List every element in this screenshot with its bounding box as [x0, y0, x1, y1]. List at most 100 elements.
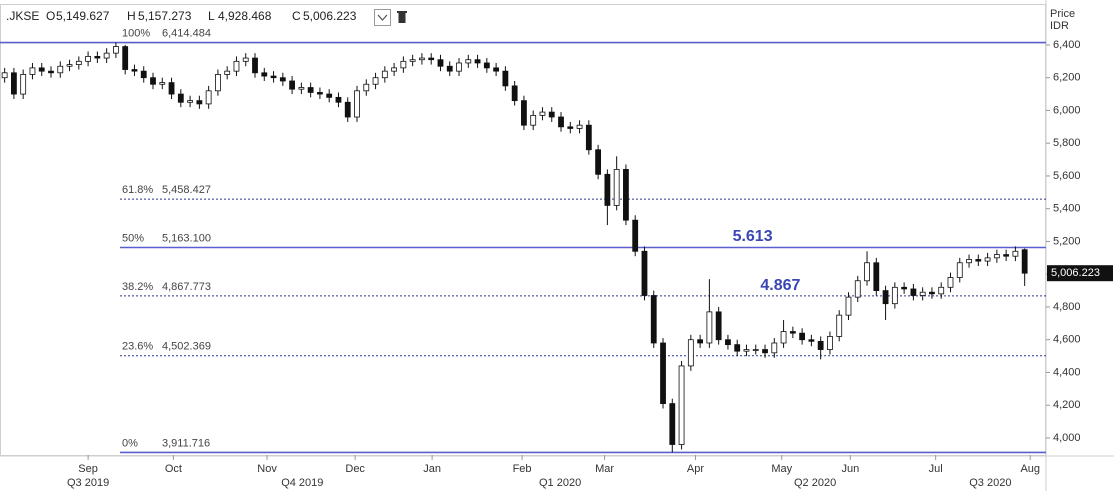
- candle-body: [103, 52, 110, 59]
- candle-body: [298, 87, 305, 90]
- candle-body: [57, 65, 64, 74]
- candle-body: [780, 331, 787, 344]
- candle-body: [317, 92, 323, 95]
- quarter-label: Q3 2020: [969, 477, 1011, 489]
- candle-body: [474, 59, 481, 64]
- candle-body: [187, 100, 193, 103]
- x-tick-label: Jan: [423, 463, 441, 475]
- candle-body: [344, 101, 351, 118]
- candle-body: [456, 62, 462, 72]
- delete-button[interactable]: [397, 11, 407, 23]
- candle-body: [196, 100, 203, 105]
- dropdown-box[interactable]: [374, 9, 391, 26]
- toolbar: .JKSE O 5,149.627 H 5,157.273 L 4,928.46…: [6, 9, 407, 26]
- candle-body: [521, 100, 527, 126]
- candle-body: [242, 57, 249, 62]
- candle-body: [641, 250, 648, 296]
- y-tick-label: 5,600: [1053, 170, 1081, 182]
- candle-body: [725, 339, 731, 346]
- fib-pct: 23.6%: [122, 341, 153, 353]
- x-tick-label: Apr: [687, 463, 704, 475]
- annotation: 4.867: [760, 277, 800, 294]
- candle-body: [261, 72, 268, 77]
- candle-body: [576, 124, 583, 129]
- candle-body: [483, 62, 490, 69]
- candle-body: [613, 169, 620, 206]
- candle-body: [1, 72, 8, 79]
- candle-body: [381, 70, 388, 79]
- candle-body: [354, 90, 360, 118]
- x-tick-label: Oct: [165, 463, 182, 475]
- ohlc-key: C: [292, 9, 301, 23]
- x-tick-label: May: [771, 463, 792, 475]
- ohlc-value: 5,006.223: [303, 9, 357, 23]
- candle-body: [215, 74, 221, 92]
- dropdown-button[interactable]: [374, 9, 391, 26]
- axis-title: Price: [1050, 8, 1075, 20]
- candle-body: [706, 311, 713, 344]
- candle-body: [224, 70, 231, 75]
- candle-body: [539, 111, 546, 116]
- candle-body: [131, 69, 138, 72]
- candle-body: [938, 286, 945, 295]
- y-tick-label: 5,200: [1053, 235, 1081, 247]
- candle-body: [901, 286, 908, 290]
- candle-body: [233, 60, 240, 72]
- candle-body: [595, 149, 602, 175]
- candle-body: [919, 291, 926, 296]
- candle-body: [326, 93, 333, 98]
- candle-body: [307, 87, 314, 93]
- candle-body: [1012, 250, 1019, 257]
- candle-body: [502, 70, 509, 87]
- candle-body: [270, 75, 277, 79]
- candle-body: [20, 74, 27, 95]
- annotation: 5.613: [733, 228, 773, 245]
- ohlc-key: H: [127, 9, 136, 23]
- y-tick-label: 4,000: [1053, 432, 1081, 444]
- candle-body: [882, 290, 889, 305]
- candle-body: [113, 46, 119, 54]
- candle-body: [854, 280, 861, 298]
- candle-body: [817, 340, 824, 350]
- candle-body: [140, 70, 147, 79]
- candle-body: [864, 262, 870, 282]
- fib-pct: 0%: [122, 437, 138, 449]
- y-tick-label: 5,800: [1053, 137, 1081, 149]
- fib-value: 4,867.773: [162, 281, 211, 293]
- y-tick-label: 4,200: [1053, 399, 1081, 411]
- candle-body: [548, 111, 555, 118]
- candle-body: [391, 67, 398, 72]
- candle-body: [205, 90, 212, 105]
- x-tick-label: Sep: [78, 463, 98, 475]
- candle-body: [752, 349, 759, 351]
- candle-body: [252, 57, 258, 74]
- candle-body: [975, 259, 982, 262]
- trash-body: [398, 13, 406, 23]
- x-tick-label: Aug: [1020, 463, 1040, 475]
- symbol: .JKSE: [6, 9, 39, 23]
- candle-body: [446, 65, 453, 72]
- candle-body: [1021, 249, 1028, 274]
- x-tick-label: Nov: [257, 463, 277, 475]
- y-tick-label: 6,000: [1053, 104, 1081, 116]
- candle-body: [335, 96, 342, 103]
- candle-body: [400, 60, 407, 69]
- fib-value: 3,911.716: [162, 437, 210, 449]
- candle-body: [734, 344, 741, 352]
- chevron: [377, 14, 388, 21]
- candle-body: [363, 83, 370, 92]
- plot-frame: [0, 4, 1046, 456]
- candle-body: [511, 85, 518, 102]
- y-tick-label: 6,400: [1053, 39, 1081, 51]
- y-tick-label: 4,400: [1053, 366, 1081, 378]
- x-tick-label: Dec: [345, 463, 365, 475]
- candle-body: [910, 288, 917, 296]
- trash-lid: [397, 11, 407, 13]
- quarter-label: Q2 2020: [794, 477, 836, 489]
- candle-body: [966, 259, 972, 264]
- candle-body: [762, 349, 768, 354]
- candle-body: [159, 82, 166, 85]
- candle-body: [660, 342, 666, 404]
- candle-body: [929, 291, 935, 295]
